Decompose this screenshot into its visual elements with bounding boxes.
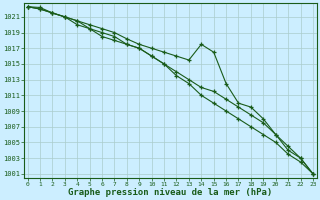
- X-axis label: Graphe pression niveau de la mer (hPa): Graphe pression niveau de la mer (hPa): [68, 188, 272, 197]
